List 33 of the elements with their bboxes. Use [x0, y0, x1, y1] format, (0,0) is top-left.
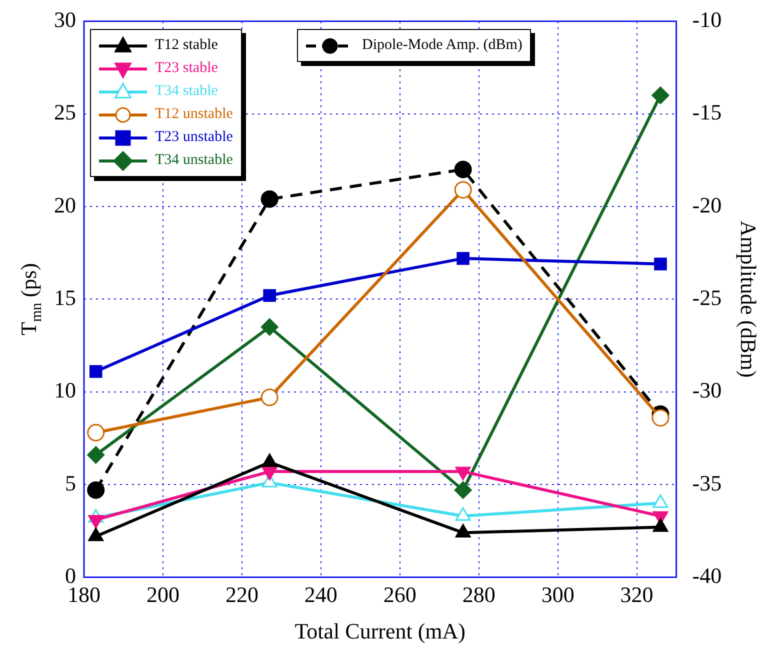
legend-label: Dipole-Mode Amp. (dBm)	[362, 37, 522, 54]
point	[87, 481, 105, 499]
x-tick-label: 260	[383, 582, 416, 608]
x-tick-label: 240	[304, 582, 338, 608]
y-tick-label: 30	[54, 6, 76, 32]
y2-tick-label: -30	[692, 378, 722, 403]
x-tick-label: 220	[225, 582, 258, 608]
y2-tick-label: -20	[692, 192, 722, 218]
legend-label: T12 unstable	[155, 106, 233, 124]
legend-label: T34 stable	[155, 83, 218, 100]
y2-tick-label: -40	[692, 562, 722, 588]
y-tick-label: 25	[54, 100, 76, 125]
x-tick-label: 300	[541, 582, 574, 608]
legend-label: T23 unstable	[155, 129, 233, 146]
y2-tick-label: -10	[692, 6, 722, 32]
y2-tick-label: -15	[692, 100, 722, 125]
point	[454, 160, 472, 178]
y-tick-label: 15	[54, 284, 76, 310]
y2-tick-label: -25	[692, 284, 722, 310]
y-tick-label: 20	[54, 192, 76, 218]
x-tick-label: 200	[146, 582, 180, 608]
legend-label: T12 stable	[155, 37, 218, 54]
y-tick-label: 10	[54, 378, 76, 403]
legend-label: T23 stable	[155, 60, 218, 78]
y-axis-title: Tmn (ps)	[16, 263, 45, 336]
point	[260, 190, 278, 208]
x-tick-label: 280	[462, 582, 496, 608]
legend-label: T34 unstable	[155, 152, 233, 170]
y-tick-label: 5	[65, 470, 76, 496]
x-axis-title: Total Current (mA)	[294, 618, 466, 644]
y2-axis-title: Amplitude (dBm)	[736, 220, 762, 378]
y2-tick-label: -35	[692, 470, 722, 496]
x-tick-label: 320	[620, 582, 654, 608]
